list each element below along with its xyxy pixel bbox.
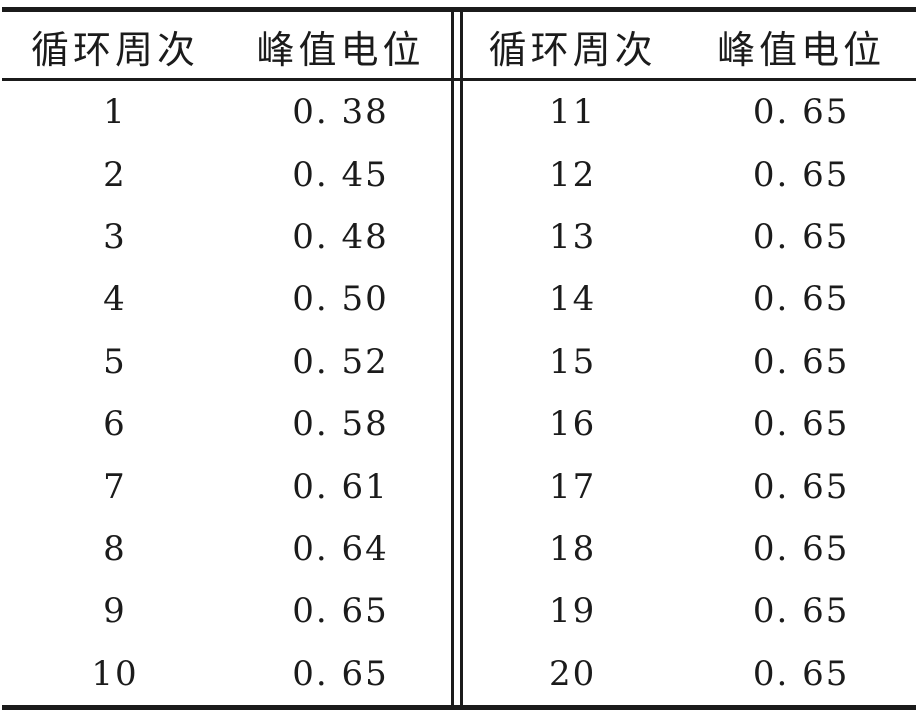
table-row: 12 0. 65 [463, 143, 920, 205]
table-header-rule [2, 78, 916, 81]
table-row: 20 0. 65 [463, 643, 920, 705]
table-row: 5 0. 52 [0, 331, 451, 393]
value-cell: 0. 52 [292, 341, 389, 382]
table-row: 11 0. 65 [463, 81, 920, 143]
cycle-cell: 8 [103, 528, 127, 569]
value-cell: 0. 65 [752, 216, 850, 257]
table-header-row: 循环周次 峰值电位 [463, 12, 920, 81]
table-row: 7 0. 61 [0, 455, 451, 517]
table-bottom-rule [2, 705, 916, 710]
value-cell: 0. 65 [752, 154, 850, 195]
table-row: 18 0. 65 [463, 518, 920, 580]
cycle-cell: 10 [91, 653, 139, 694]
table-right-panel: 循环周次 峰值电位 11 0. 65 12 0. 65 13 0. 65 14 … [463, 12, 920, 705]
cycle-cell: 3 [103, 216, 127, 257]
cycle-cell: 14 [549, 279, 597, 320]
cycle-cell: 13 [549, 216, 597, 257]
table-row: 17 0. 65 [463, 455, 920, 517]
cycle-cell: 11 [549, 92, 597, 133]
value-cell: 0. 45 [292, 154, 389, 195]
table-row: 9 0. 65 [0, 580, 451, 642]
value-cell: 0. 65 [752, 279, 850, 320]
value-cell: 0. 64 [292, 528, 389, 569]
table-row: 16 0. 65 [463, 393, 920, 455]
cycle-cell: 17 [549, 466, 597, 507]
table-row: 13 0. 65 [463, 206, 920, 268]
cycle-cell: 5 [103, 341, 127, 382]
value-cell: 0. 65 [752, 653, 850, 694]
table-center-double-rule [451, 7, 463, 710]
value-cell: 0. 65 [752, 528, 850, 569]
value-cell: 0. 48 [292, 216, 389, 257]
value-cell: 0. 65 [752, 466, 850, 507]
value-cell: 0. 65 [752, 591, 850, 632]
table-row: 10 0. 65 [0, 643, 451, 705]
cycle-cell: 15 [549, 341, 597, 382]
cycle-cell: 12 [549, 154, 597, 195]
cycle-cell: 19 [549, 591, 597, 632]
table-row: 8 0. 64 [0, 518, 451, 580]
column-header-cycle: 循环周次 [488, 28, 657, 72]
value-cell: 0. 65 [292, 653, 389, 694]
cycle-cell: 20 [549, 653, 597, 694]
value-cell: 0. 65 [752, 341, 850, 382]
value-cell: 0. 65 [752, 92, 850, 133]
table-row: 14 0. 65 [463, 268, 920, 330]
cycle-cell: 16 [549, 404, 597, 445]
table-row: 6 0. 58 [0, 393, 451, 455]
column-header-value: 峰值电位 [256, 28, 425, 72]
value-cell: 0. 58 [292, 404, 389, 445]
table-left-panel: 循环周次 峰值电位 1 0. 38 2 0. 45 3 0. 48 4 0. 5… [0, 12, 451, 705]
cycle-cell: 4 [103, 279, 127, 320]
table-row: 3 0. 48 [0, 206, 451, 268]
cycle-cell: 2 [103, 154, 127, 195]
cycle-cell: 9 [103, 591, 127, 632]
value-cell: 0. 50 [292, 279, 389, 320]
value-cell: 0. 38 [292, 92, 389, 133]
value-cell: 0. 61 [292, 466, 389, 507]
table-row: 15 0. 65 [463, 331, 920, 393]
cycle-cell: 6 [103, 404, 127, 445]
cycle-cell: 7 [103, 466, 127, 507]
value-cell: 0. 65 [752, 404, 850, 445]
column-header-value: 峰值电位 [717, 28, 886, 72]
table-row: 2 0. 45 [0, 143, 451, 205]
table-header-row: 循环周次 峰值电位 [0, 12, 451, 81]
cycle-cell: 1 [103, 92, 127, 133]
cycle-cell: 18 [549, 528, 597, 569]
column-header-cycle: 循环周次 [30, 28, 199, 72]
table-row: 19 0. 65 [463, 580, 920, 642]
value-cell: 0. 65 [292, 591, 389, 632]
table-top-rule [2, 7, 916, 12]
table-row: 4 0. 50 [0, 268, 451, 330]
table-row: 1 0. 38 [0, 81, 451, 143]
